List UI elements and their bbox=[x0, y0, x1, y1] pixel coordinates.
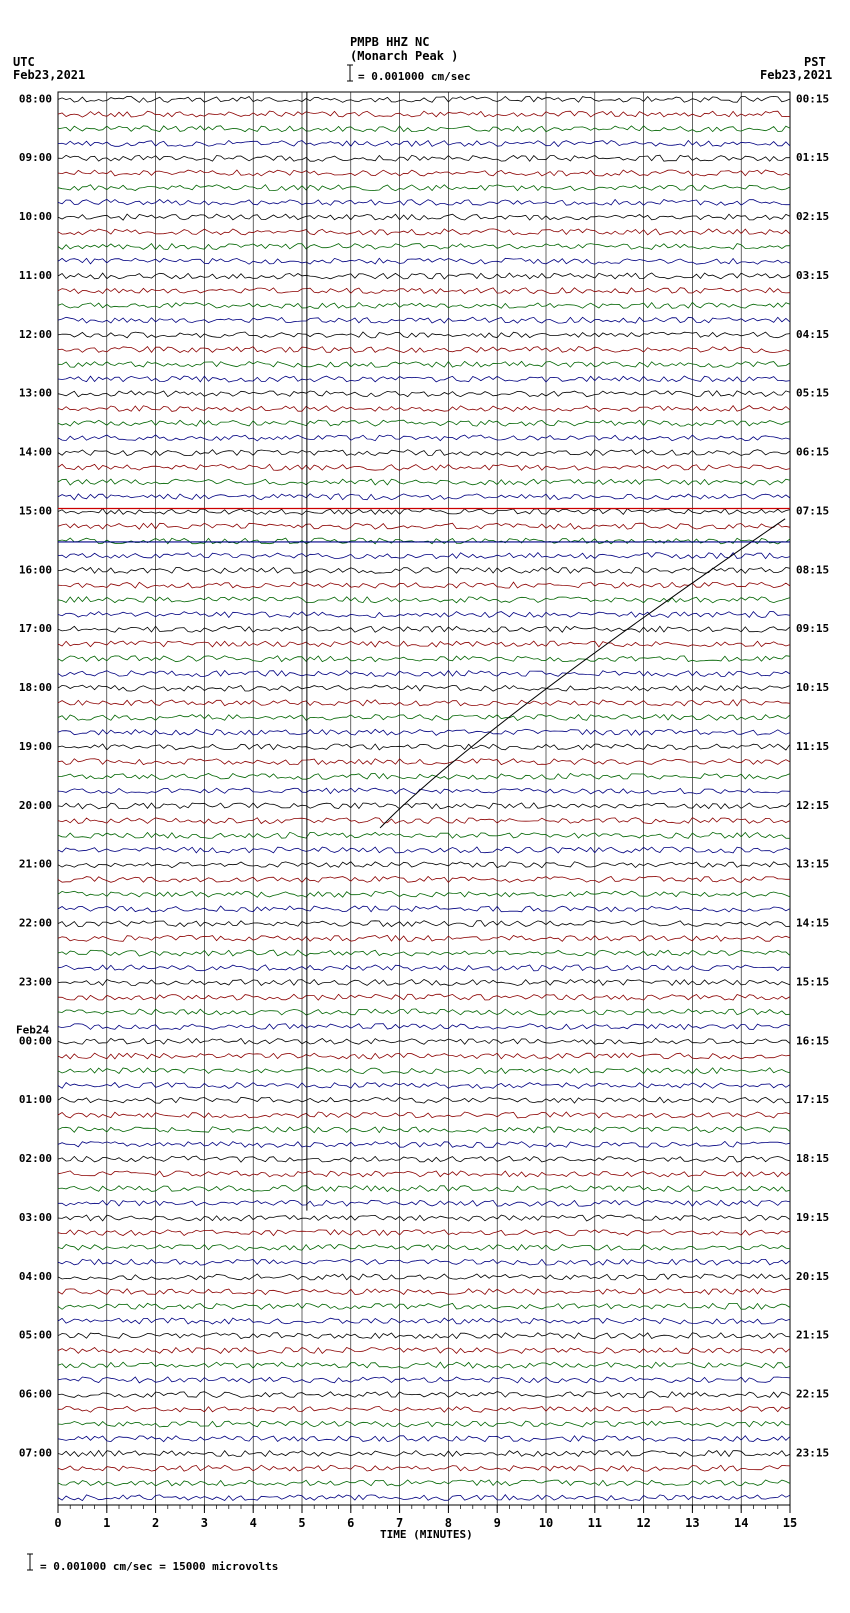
svg-text:12:00: 12:00 bbox=[19, 328, 52, 341]
svg-text:22:00: 22:00 bbox=[19, 917, 52, 930]
footer-calib: = 0.001000 cm/sec = 15000 microvolts bbox=[40, 1560, 278, 1573]
svg-text:10:15: 10:15 bbox=[796, 681, 829, 694]
svg-text:15:15: 15:15 bbox=[796, 975, 829, 988]
svg-text:22:15: 22:15 bbox=[796, 1388, 829, 1401]
svg-text:01:00: 01:00 bbox=[19, 1093, 52, 1106]
svg-text:4: 4 bbox=[250, 1516, 257, 1530]
svg-text:07:00: 07:00 bbox=[19, 1446, 52, 1459]
svg-text:19:00: 19:00 bbox=[19, 740, 52, 753]
svg-text:6: 6 bbox=[347, 1516, 354, 1530]
svg-text:18:00: 18:00 bbox=[19, 681, 52, 694]
svg-text:11:15: 11:15 bbox=[796, 740, 829, 753]
svg-text:3: 3 bbox=[201, 1516, 208, 1530]
svg-text:17:00: 17:00 bbox=[19, 622, 52, 635]
footer-scale-bar-icon bbox=[26, 1553, 34, 1571]
svg-text:9: 9 bbox=[494, 1516, 501, 1530]
svg-text:05:15: 05:15 bbox=[796, 387, 829, 400]
svg-text:23:15: 23:15 bbox=[796, 1446, 829, 1459]
svg-text:06:15: 06:15 bbox=[796, 446, 829, 459]
svg-text:10:00: 10:00 bbox=[19, 210, 52, 223]
svg-text:08:15: 08:15 bbox=[796, 563, 829, 576]
svg-text:05:00: 05:00 bbox=[19, 1329, 52, 1342]
svg-text:09:00: 09:00 bbox=[19, 151, 52, 164]
svg-text:13: 13 bbox=[685, 1516, 699, 1530]
svg-text:09:15: 09:15 bbox=[796, 622, 829, 635]
svg-text:03:00: 03:00 bbox=[19, 1211, 52, 1224]
svg-text:15: 15 bbox=[783, 1516, 797, 1530]
svg-text:14:00: 14:00 bbox=[19, 446, 52, 459]
svg-text:11: 11 bbox=[588, 1516, 602, 1530]
svg-text:12: 12 bbox=[636, 1516, 650, 1530]
svg-text:21:00: 21:00 bbox=[19, 858, 52, 871]
svg-text:19:15: 19:15 bbox=[796, 1211, 829, 1224]
svg-text:03:15: 03:15 bbox=[796, 269, 829, 282]
svg-text:08:00: 08:00 bbox=[19, 92, 52, 105]
svg-text:11:00: 11:00 bbox=[19, 269, 52, 282]
svg-text:07:15: 07:15 bbox=[796, 504, 829, 517]
svg-text:01:15: 01:15 bbox=[796, 151, 829, 164]
seismogram-chart: { "header": { "station": "PMPB HHZ NC", … bbox=[0, 0, 850, 1613]
svg-text:02:15: 02:15 bbox=[796, 210, 829, 223]
x-axis-label: TIME (MINUTES) bbox=[380, 1528, 473, 1541]
svg-text:12:15: 12:15 bbox=[796, 799, 829, 812]
svg-text:2: 2 bbox=[152, 1516, 159, 1530]
svg-text:02:00: 02:00 bbox=[19, 1152, 52, 1165]
svg-text:16:15: 16:15 bbox=[796, 1034, 829, 1047]
svg-text:20:00: 20:00 bbox=[19, 799, 52, 812]
svg-text:06:00: 06:00 bbox=[19, 1388, 52, 1401]
svg-text:04:00: 04:00 bbox=[19, 1270, 52, 1283]
svg-text:10: 10 bbox=[539, 1516, 553, 1530]
svg-text:1: 1 bbox=[103, 1516, 110, 1530]
svg-text:23:00: 23:00 bbox=[19, 975, 52, 988]
svg-text:16:00: 16:00 bbox=[19, 563, 52, 576]
svg-text:20:15: 20:15 bbox=[796, 1270, 829, 1283]
chart-svg: 08:00 09:00 10:00 11:00 12:00 13:00 14:00 15:00… bbox=[0, 0, 850, 1613]
svg-text:00:00: 00:00 bbox=[19, 1034, 52, 1047]
svg-text:0: 0 bbox=[54, 1516, 61, 1530]
svg-text:5: 5 bbox=[298, 1516, 305, 1530]
svg-text:18:15: 18:15 bbox=[796, 1152, 829, 1165]
svg-text:00:15: 00:15 bbox=[796, 92, 829, 105]
svg-text:14: 14 bbox=[734, 1516, 748, 1530]
svg-text:21:15: 21:15 bbox=[796, 1329, 829, 1342]
svg-text:13:00: 13:00 bbox=[19, 387, 52, 400]
svg-text:14:15: 14:15 bbox=[796, 917, 829, 930]
svg-text:04:15: 04:15 bbox=[796, 328, 829, 341]
svg-text:17:15: 17:15 bbox=[796, 1093, 829, 1106]
svg-text:13:15: 13:15 bbox=[796, 858, 829, 871]
svg-text:15:00: 15:00 bbox=[19, 504, 52, 517]
